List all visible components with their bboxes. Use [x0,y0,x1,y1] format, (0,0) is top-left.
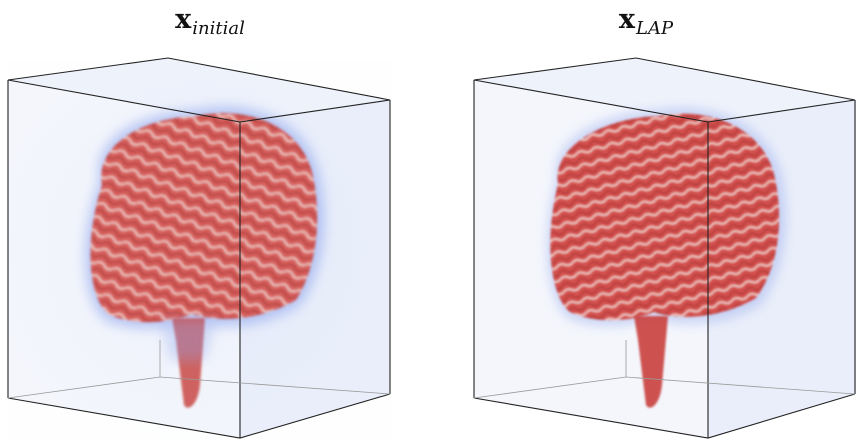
title-subscript: initial [192,18,245,39]
title-main: x [618,4,636,35]
volume-render [473,57,856,439]
panel-initial: xinitial [0,0,420,445]
brain-volume [546,107,787,408]
brain-volume [85,106,325,408]
volume-render [7,57,392,440]
panel-lap: xLAP [436,0,856,445]
box-edges [7,57,391,439]
title-subscript: LAP [636,18,674,39]
title-main: x [175,4,192,35]
panel-title: xinitial [0,4,420,39]
panel-title: xLAP [436,4,856,39]
box-edges [473,57,856,439]
